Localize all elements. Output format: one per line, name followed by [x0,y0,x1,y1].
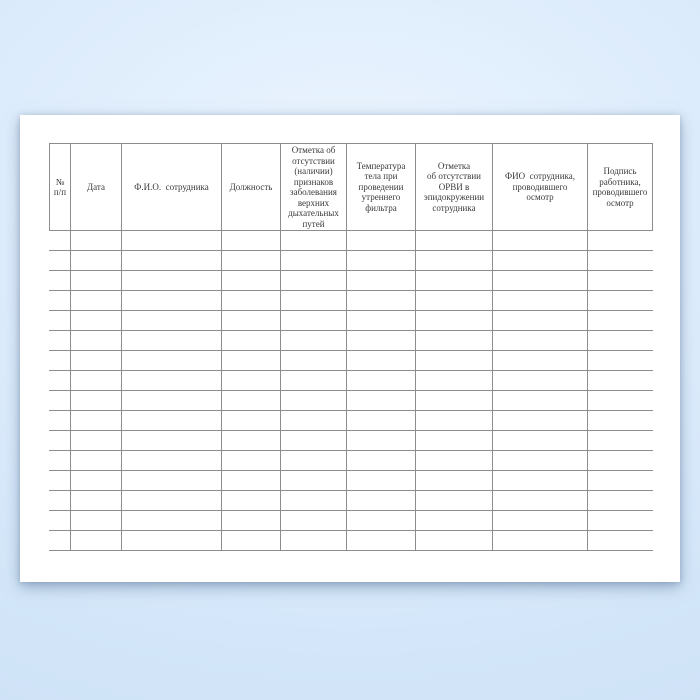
table-row [49,471,653,491]
table-row [49,431,653,451]
column-header-temperature: Температура тела при проведении утреннег… [347,144,416,230]
column-header-employee-name: Ф.И.О. сотрудника [122,144,222,230]
table-row [49,371,653,391]
column-divider [121,231,122,551]
table-row [49,351,653,371]
column-header-date: Дата [71,144,122,230]
column-divider [415,231,416,551]
table-row [49,391,653,411]
column-divider [346,231,347,551]
table-row [49,271,653,291]
column-header-examiner-name: ФИО сотрудника, проводившего осмотр [493,144,588,230]
column-header-respiratory-signs: Отметка об отсутствии (наличии) признако… [281,144,347,230]
column-divider [587,231,588,551]
column-divider [492,231,493,551]
table-header-row: № п/п Дата Ф.И.О. сотрудника Должность О… [49,143,653,231]
table-row [49,251,653,271]
table-row [49,311,653,331]
table-row [49,491,653,511]
table-row [49,531,653,551]
table-row [49,331,653,351]
column-divider [280,231,281,551]
table-row [49,451,653,471]
column-header-examiner-signature: Подпись работника, проводившего осмотр [592,166,648,208]
column-divider [70,231,71,551]
table-row [49,231,653,251]
column-header-number: № п/п [50,144,71,230]
column-header-position: Должность [222,144,281,230]
column-divider [221,231,222,551]
table-row [49,511,653,531]
table-body [49,231,653,551]
column-header-orvi-contact: Отметка об отсутствии ОРВИ в эпидокружен… [416,144,493,230]
table-row [49,291,653,311]
paper-sheet: № п/п Дата Ф.И.О. сотрудника Должность О… [20,115,680,582]
health-log-table: № п/п Дата Ф.И.О. сотрудника Должность О… [49,143,653,551]
table-row [49,411,653,431]
